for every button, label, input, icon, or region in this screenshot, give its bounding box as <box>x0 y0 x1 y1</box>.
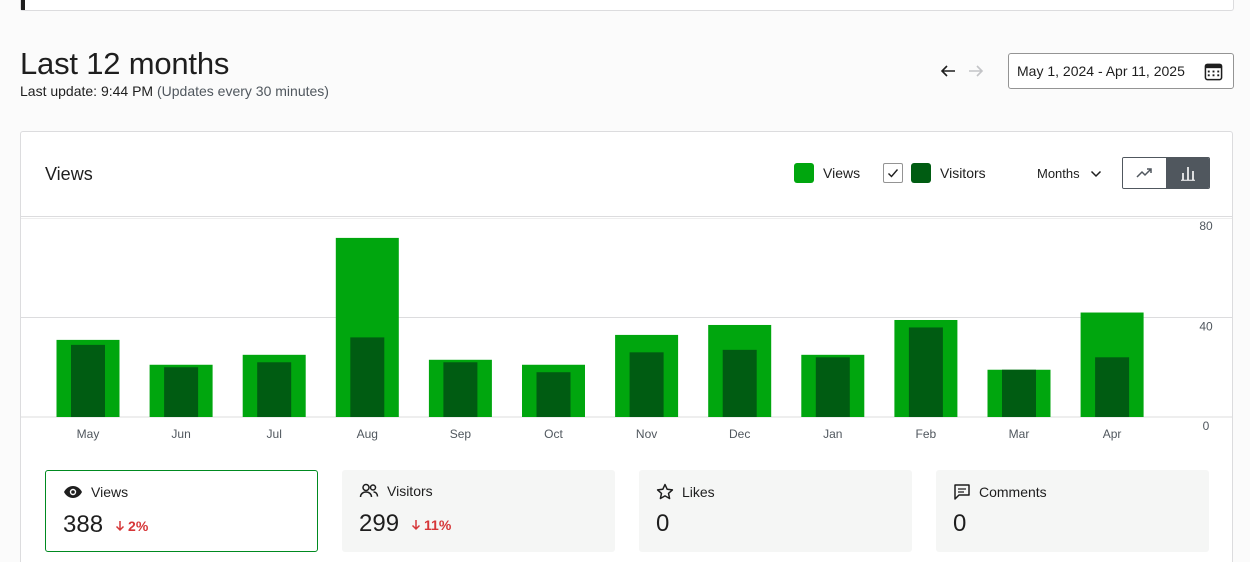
bar-visitors-dec <box>722 349 757 417</box>
arrow-right-icon <box>969 65 984 77</box>
x-tick-label-feb: Feb <box>916 427 937 441</box>
stat-views-label: Views <box>91 484 129 500</box>
bar-chart-icon <box>1180 167 1195 181</box>
bar-visitors-apr <box>1095 357 1130 417</box>
stat-comments-label-row: Comments <box>953 483 1047 501</box>
x-tick-label-apr: Apr <box>1103 427 1122 441</box>
x-tick-label-dec: Dec <box>729 427 750 441</box>
visitors-checkbox[interactable] <box>883 163 903 183</box>
x-tick-label-nov: Nov <box>636 427 657 441</box>
page-title: Last 12 months <box>20 46 230 81</box>
next-period-button[interactable] <box>965 60 987 82</box>
eye-icon <box>64 486 82 498</box>
bar-visitors-may <box>71 344 105 417</box>
bar-visitors-oct <box>536 372 571 417</box>
views-swatch <box>794 163 814 183</box>
previous-period-button[interactable] <box>937 60 959 82</box>
x-tick-label-may: May <box>77 427 100 441</box>
period-select[interactable]: Months <box>1037 166 1102 181</box>
stat-comments-value: 0 <box>953 510 967 537</box>
legend-visitors-label: Visitors <box>940 165 986 181</box>
bar-chart-button[interactable] <box>1166 158 1209 188</box>
stat-visitors-change-value: 11% <box>424 517 452 533</box>
stat-visitors-label: Visitors <box>387 483 433 499</box>
stat-views-value-row: 388 2% <box>63 511 148 539</box>
chart-title: Views <box>45 164 93 184</box>
x-tick-label-jul: Jul <box>267 427 282 441</box>
x-tick-label-aug: Aug <box>357 427 378 441</box>
bar-visitors-sep <box>443 362 478 417</box>
bar-visitors-feb <box>908 327 943 417</box>
legend-views-label: Views <box>823 165 861 181</box>
period-select-value: Months <box>1037 166 1080 181</box>
bar-visitors-jun <box>164 367 199 417</box>
stat-likes-label: Likes <box>682 483 715 500</box>
chart-type-toggle <box>1122 157 1210 189</box>
calendar-icon <box>1204 63 1223 81</box>
legend-views: Views <box>794 163 860 183</box>
bar-visitors-jan <box>815 357 850 417</box>
stat-visitors-change: 11% <box>411 517 451 533</box>
arrow-left-icon <box>940 65 955 77</box>
stat-comments-label: Comments <box>979 484 1047 500</box>
stat-likes-value-row: 0 <box>656 510 669 538</box>
stat-views[interactable]: Views 388 2% <box>45 470 318 552</box>
views-chart-card: Views Views Visitors Months <box>20 131 1233 562</box>
bar-visitors-mar <box>1002 369 1036 417</box>
views-bar-chart: 80 40 0 May Jun Jul Aug Sep Oct Nov Dec Jan Feb Mar Ap… <box>21 218 1232 441</box>
top-panel-edge <box>20 0 1234 11</box>
visitors-swatch <box>911 163 931 183</box>
stat-likes[interactable]: Likes 0 <box>639 470 912 552</box>
stat-comments[interactable]: Comments 0 <box>936 470 1209 552</box>
stat-visitors-value-row: 299 11% <box>359 510 451 538</box>
x-tick-label-jun: Jun <box>171 427 190 441</box>
y-tick-label: 40 <box>1199 320 1213 334</box>
stat-visitors[interactable]: Visitors 299 11% <box>342 470 615 552</box>
stat-comments-value-row: 0 <box>953 510 966 538</box>
trending-up-icon <box>1135 168 1152 178</box>
people-icon <box>359 483 379 498</box>
bar-visitors-jul <box>257 362 292 417</box>
legend-visitors: Visitors <box>883 163 986 183</box>
stat-likes-label-row: Likes <box>656 483 715 500</box>
x-tick-label-sep: Sep <box>450 427 472 441</box>
y-tick-label: 0 <box>1203 419 1210 433</box>
stat-views-change-value: 2% <box>128 518 149 534</box>
stat-likes-value: 0 <box>656 510 670 537</box>
arrow-down-icon <box>116 521 125 532</box>
chart-header: Views Views Visitors Months <box>21 132 1232 217</box>
x-tick-label-mar: Mar <box>1009 427 1030 441</box>
last-update-time: Last update: 9:44 PM <box>20 83 154 99</box>
chevron-down-icon <box>1090 170 1101 177</box>
x-tick-label-jan: Jan <box>823 427 842 441</box>
date-range-label: May 1, 2024 - Apr 11, 2025 <box>1017 63 1185 79</box>
stat-visitors-label-row: Visitors <box>359 483 433 499</box>
stat-views-change: 2% <box>115 518 148 534</box>
star-icon <box>656 483 674 500</box>
stat-views-value: 388 <box>63 511 104 538</box>
bar-visitors-aug <box>350 337 385 417</box>
stat-visitors-value: 299 <box>359 510 400 537</box>
arrow-down-icon <box>412 520 421 531</box>
line-chart-button[interactable] <box>1123 158 1166 188</box>
stat-views-label-row: Views <box>63 484 128 500</box>
last-update: Last update: 9:44 PM (Updates every 30 m… <box>20 83 329 99</box>
comment-icon <box>954 484 970 500</box>
date-range-picker[interactable]: May 1, 2024 - Apr 11, 2025 <box>1008 53 1234 89</box>
update-frequency-note: (Updates every 30 minutes) <box>156 83 329 99</box>
bar-visitors-nov <box>629 352 664 417</box>
checkmark-icon <box>888 169 899 178</box>
x-tick-label-oct: Oct <box>544 427 563 441</box>
y-tick-label: 80 <box>1199 219 1213 233</box>
top-panel-accent <box>21 0 25 10</box>
